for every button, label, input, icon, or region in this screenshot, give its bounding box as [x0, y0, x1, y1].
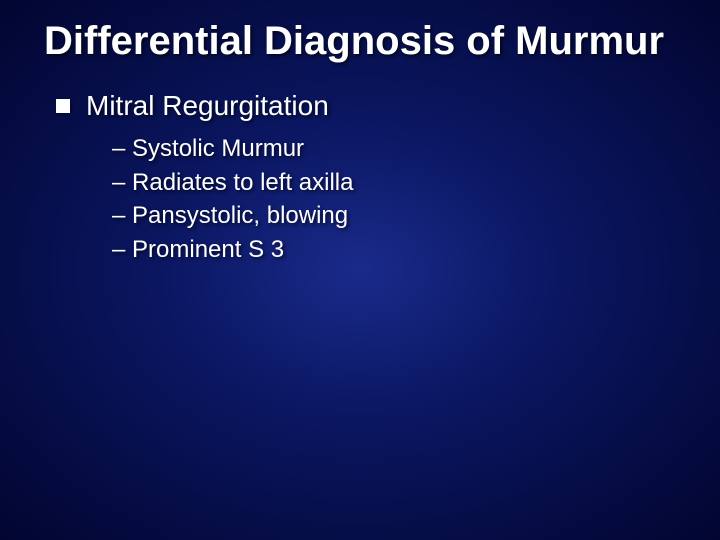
slide-container: Differential Diagnosis of Murmur Mitral … [0, 0, 720, 284]
sub-item: – Pansystolic, blowing [112, 199, 676, 233]
bullet-item: Mitral Regurgitation [56, 90, 676, 122]
bullet-label: Mitral Regurgitation [86, 90, 329, 122]
sub-item: – Prominent S 3 [112, 233, 676, 267]
sub-list: – Systolic Murmur – Radiates to left axi… [112, 132, 676, 266]
square-bullet-icon [56, 99, 70, 113]
sub-item: – Systolic Murmur [112, 132, 676, 166]
slide-title: Differential Diagnosis of Murmur [44, 18, 676, 64]
sub-item: – Radiates to left axilla [112, 166, 676, 200]
